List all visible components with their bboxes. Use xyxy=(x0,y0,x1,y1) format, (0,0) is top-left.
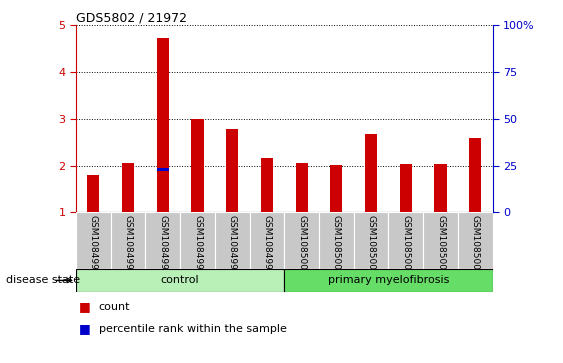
Bar xyxy=(388,212,423,269)
Bar xyxy=(226,129,238,212)
Text: GSM1084996: GSM1084996 xyxy=(158,215,167,275)
Text: GSM1084999: GSM1084999 xyxy=(262,215,271,275)
Text: primary myelofibrosis: primary myelofibrosis xyxy=(328,276,449,285)
Text: GSM1085000: GSM1085000 xyxy=(297,215,306,276)
Text: GSM1084994: GSM1084994 xyxy=(89,215,98,275)
Bar xyxy=(296,163,308,212)
Bar xyxy=(354,212,388,269)
Bar xyxy=(215,212,249,269)
Bar xyxy=(469,138,481,212)
Text: ■: ■ xyxy=(79,300,91,313)
Bar xyxy=(157,38,169,212)
Text: GSM1085004: GSM1085004 xyxy=(436,215,445,275)
Bar xyxy=(330,165,342,212)
Text: disease state: disease state xyxy=(6,276,80,285)
Bar xyxy=(122,163,134,212)
Text: GSM1085002: GSM1085002 xyxy=(367,215,376,275)
Bar xyxy=(249,212,284,269)
Bar xyxy=(284,212,319,269)
Text: GSM1085005: GSM1085005 xyxy=(471,215,480,276)
Bar xyxy=(76,269,284,292)
Text: GSM1085001: GSM1085001 xyxy=(332,215,341,276)
Text: ■: ■ xyxy=(79,322,91,335)
Text: control: control xyxy=(161,276,199,285)
Bar xyxy=(435,164,446,212)
Text: GSM1084997: GSM1084997 xyxy=(193,215,202,275)
Text: percentile rank within the sample: percentile rank within the sample xyxy=(99,323,287,334)
Bar xyxy=(400,164,412,212)
Bar xyxy=(365,134,377,212)
Text: GSM1085003: GSM1085003 xyxy=(401,215,410,276)
Bar xyxy=(458,212,493,269)
Bar xyxy=(319,212,354,269)
Bar xyxy=(87,175,100,212)
Bar xyxy=(191,119,204,212)
Bar xyxy=(423,212,458,269)
Bar xyxy=(157,168,169,171)
Text: GDS5802 / 21972: GDS5802 / 21972 xyxy=(76,11,187,24)
Bar xyxy=(76,212,111,269)
Text: GSM1084998: GSM1084998 xyxy=(228,215,236,275)
Bar xyxy=(284,269,493,292)
Bar xyxy=(261,158,273,212)
Bar xyxy=(145,212,180,269)
Text: GSM1084995: GSM1084995 xyxy=(124,215,132,275)
Bar xyxy=(180,212,215,269)
Text: count: count xyxy=(99,302,130,312)
Bar xyxy=(111,212,145,269)
